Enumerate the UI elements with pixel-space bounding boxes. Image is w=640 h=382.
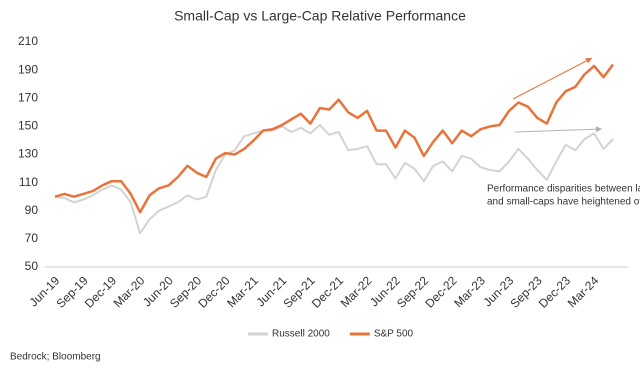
- x-tick-label: Mar-20: [111, 273, 148, 310]
- x-tick-label: Mar-22: [338, 273, 375, 310]
- y-tick-label: 210: [18, 34, 38, 48]
- x-tick-label: Dec-20: [195, 273, 232, 310]
- y-tick-label: 150: [18, 119, 38, 133]
- y-tick-label: 190: [18, 62, 38, 76]
- legend-label: Russell 2000: [272, 329, 330, 340]
- y-tick-label: 70: [25, 231, 39, 245]
- annotation: and small-caps have heightened of late: [487, 197, 640, 208]
- x-tick-label: Mar-24: [565, 273, 602, 310]
- annotation: Performance disparities between large-: [487, 184, 640, 195]
- chart-title: Small-Cap vs Large-Cap Relative Performa…: [174, 8, 466, 24]
- legend-label: S&P 500: [374, 329, 414, 340]
- y-tick-label: 170: [18, 90, 38, 104]
- x-tick-label: Mar-21: [224, 273, 261, 310]
- series-line: [54, 124, 614, 235]
- series-line: [54, 63, 615, 214]
- y-tick-label: 110: [19, 175, 38, 189]
- x-tick-label: Dec-19: [82, 273, 119, 310]
- source: Bedrock; Bloomberg: [10, 352, 101, 363]
- x-tick-label: Dec-22: [422, 273, 459, 310]
- x-tick-label: Dec-21: [309, 273, 346, 310]
- y-tick-label: 130: [18, 147, 38, 161]
- x-tick-label: Mar-23: [451, 273, 488, 310]
- y-tick-label: 90: [25, 203, 39, 217]
- arrow: [514, 126, 603, 133]
- x-tick-label: Dec-23: [536, 273, 573, 310]
- y-tick-label: 50: [25, 259, 39, 273]
- arrow: [512, 57, 593, 100]
